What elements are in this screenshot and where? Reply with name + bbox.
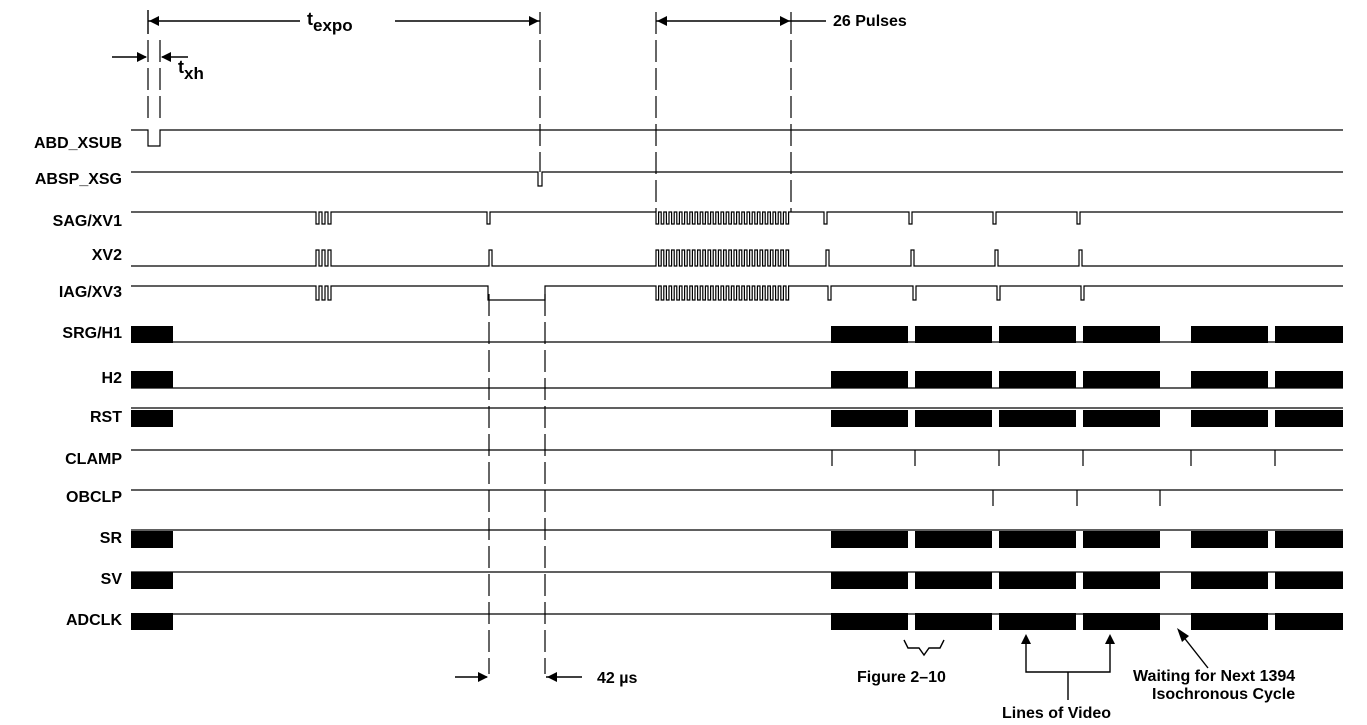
waiting-arrow-line	[1181, 634, 1209, 669]
signal-label-sr: SR	[99, 530, 122, 547]
signal-label-h2: H2	[101, 370, 122, 387]
burst-h2-line-1	[831, 371, 908, 388]
burst-srg-h1-start	[131, 326, 173, 343]
burst-rst-line-3	[999, 410, 1076, 427]
burst-adclk-line-6	[1275, 613, 1343, 630]
waiting-line-2: Isochronous Cycle	[1152, 686, 1296, 703]
figure-ref-label: Figure 2–10	[857, 669, 946, 686]
t-expo-label: texpo	[307, 10, 353, 35]
t-xh-label: txh	[178, 58, 204, 83]
t-expo-base: t	[307, 9, 313, 29]
burst-srg-h1-line-6	[1275, 326, 1343, 343]
signal-label-sv: SV	[100, 571, 122, 588]
wave-iag-xv3	[131, 285, 1343, 301]
burst-srg-h1-line-2	[915, 326, 992, 343]
burst-sr-line-5	[1191, 531, 1268, 548]
delay-arrow-right	[547, 672, 557, 682]
burst-h2-line-2	[915, 371, 992, 388]
wave-abd-xsub	[131, 129, 1343, 147]
texpo-arrow-left	[149, 16, 159, 26]
burst-adclk-line-5	[1191, 613, 1268, 630]
burst-adclk-line-4	[1083, 613, 1160, 630]
burst-h2-line-6	[1275, 371, 1343, 388]
wave-xv2	[131, 249, 1343, 267]
texpo-arrow-right	[529, 16, 539, 26]
t-expo-sub: expo	[313, 16, 353, 35]
burst-h2-start	[131, 371, 173, 388]
burst-sr-line-6	[1275, 531, 1343, 548]
pulses-label: 26 Pulses	[833, 13, 907, 30]
signal-label-clamp: CLAMP	[65, 451, 122, 468]
waiting-label: Waiting for Next 1394 Isochronous Cycle	[1130, 668, 1295, 704]
burst-srg-h1-line-5	[1191, 326, 1268, 343]
signal-label-sag-xv1: SAG/XV1	[52, 213, 122, 230]
burst-srg-h1-line-4	[1083, 326, 1160, 343]
burst-sv-line-5	[1191, 572, 1268, 589]
timing-guide-lines	[147, 12, 792, 674]
burst-rst-line-4	[1083, 410, 1160, 427]
burst-sr-start	[131, 531, 173, 548]
burst-rst-line-5	[1191, 410, 1268, 427]
figure-bracket	[903, 639, 945, 657]
burst-rst-line-2	[915, 410, 992, 427]
burst-srg-h1-line-3	[999, 326, 1076, 343]
dimension-arrows	[112, 10, 1209, 700]
burst-h2-line-5	[1191, 371, 1268, 388]
clock-bursts	[131, 326, 1343, 630]
signal-label-iag-xv3: IAG/XV3	[58, 284, 122, 301]
burst-h2-line-3	[999, 371, 1076, 388]
pulses-arrow-left	[657, 16, 667, 26]
signal-label-adclk: ADCLK	[66, 612, 122, 629]
burst-sr-line-1	[831, 531, 908, 548]
signal-label-abd-xsub: ABD_XSUB	[33, 135, 122, 152]
burst-sv-line-1	[831, 572, 908, 589]
waiting-line-1: Waiting for Next 1394	[1133, 668, 1296, 685]
signal-label-obclp: OBCLP	[66, 489, 122, 506]
burst-sr-line-3	[999, 531, 1076, 548]
signal-label-xv2: XV2	[91, 247, 122, 264]
signal-label-rst: RST	[90, 409, 122, 426]
lines-arrow-1	[1021, 634, 1031, 644]
lines-of-video-bracket	[1025, 642, 1111, 700]
delay-label: 42 µs	[597, 670, 638, 687]
burst-srg-h1-line-1	[831, 326, 908, 343]
burst-h2-line-4	[1083, 371, 1160, 388]
burst-sv-line-6	[1275, 572, 1343, 589]
burst-sr-line-2	[915, 531, 992, 548]
t-xh-sub: xh	[184, 64, 204, 83]
lines-of-video-label: Lines of Video	[1002, 705, 1112, 722]
t-xh-base: t	[178, 57, 184, 77]
wave-sag-xv1	[131, 211, 1343, 225]
burst-sv-line-4	[1083, 572, 1160, 589]
txh-arrow-right	[161, 52, 171, 62]
waveforms	[131, 129, 1343, 615]
burst-adclk-line-3	[999, 613, 1076, 630]
waiting-arrow-head	[1177, 628, 1189, 642]
lines-arrow-2	[1105, 634, 1115, 644]
pulses-arrow-right	[780, 16, 790, 26]
burst-rst-start	[131, 410, 173, 427]
wave-absp-xsg	[131, 171, 1343, 187]
signal-label-absp-xsg: ABSP_XSG	[34, 171, 122, 188]
burst-sv-line-3	[999, 572, 1076, 589]
burst-sr-line-4	[1083, 531, 1160, 548]
burst-sv-line-2	[915, 572, 992, 589]
burst-sv-start	[131, 572, 173, 589]
signal-label-srg-h1: SRG/H1	[62, 325, 122, 342]
burst-adclk-line-2	[915, 613, 992, 630]
txh-arrow-left	[137, 52, 147, 62]
burst-adclk-start	[131, 613, 173, 630]
delay-arrow-left	[478, 672, 488, 682]
burst-rst-line-1	[831, 410, 908, 427]
burst-rst-line-6	[1275, 410, 1343, 427]
burst-adclk-line-1	[831, 613, 908, 630]
